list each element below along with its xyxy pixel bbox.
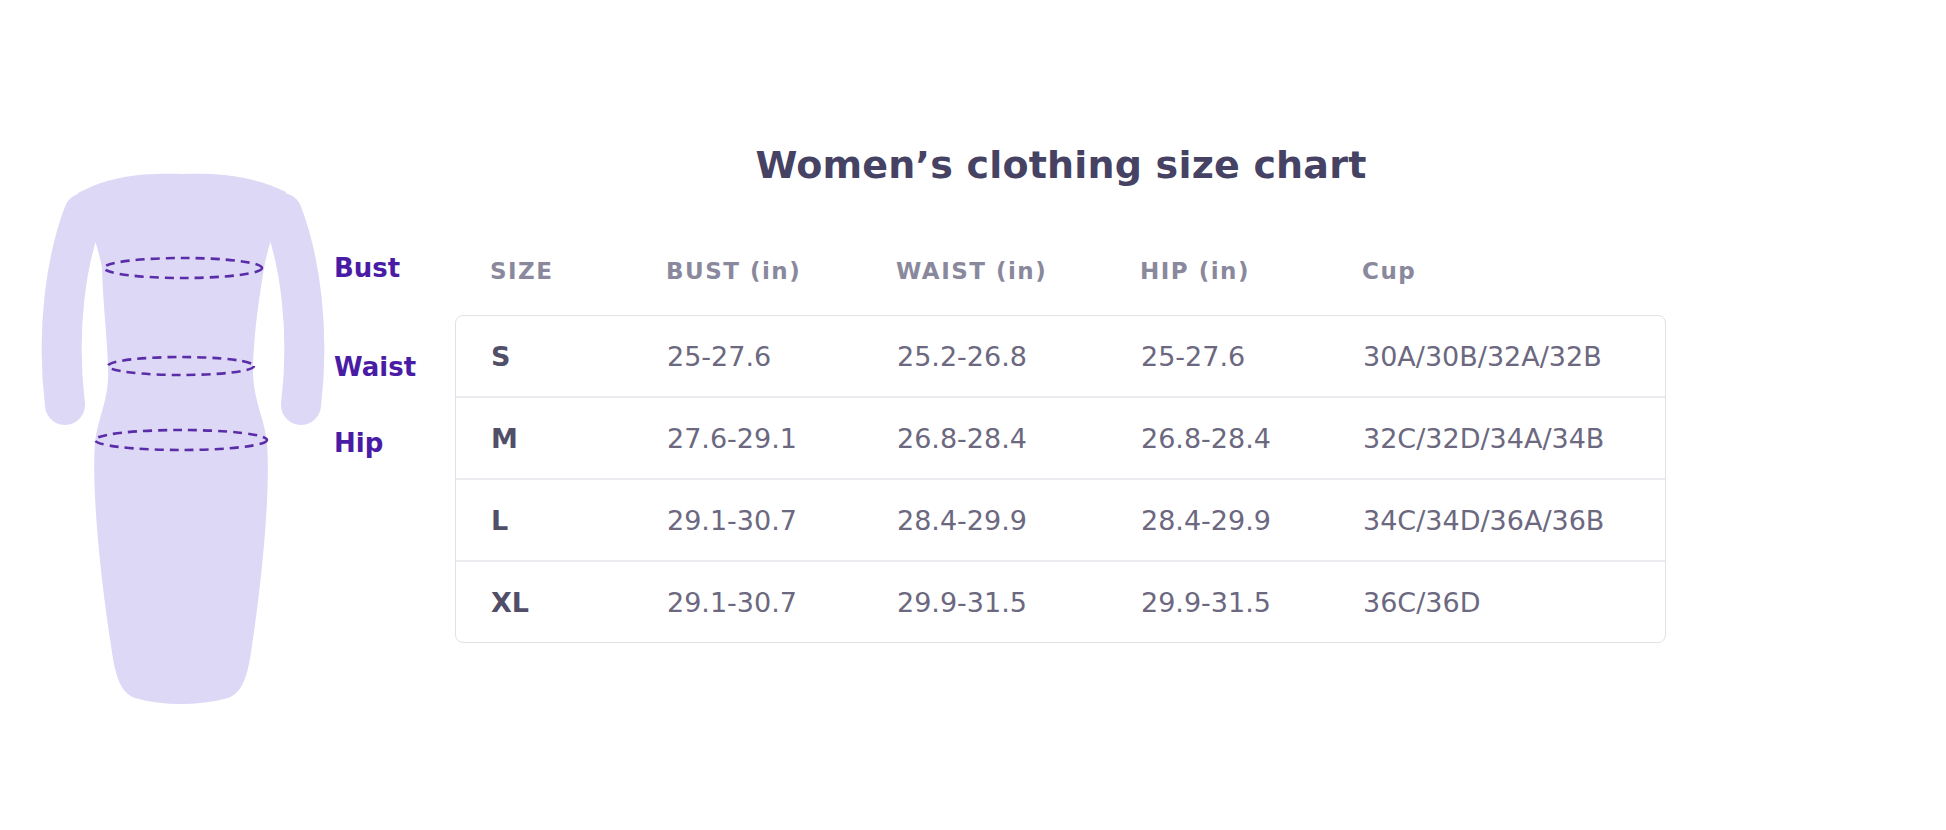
cell-cup: 32C/32D/34A/34B: [1363, 423, 1604, 454]
dress-illustration: [38, 165, 330, 715]
size-table: S 25-27.6 25.2-26.8 25-27.6 30A/30B/32A/…: [455, 315, 1666, 643]
cell-hip: 29.9-31.5: [1141, 587, 1271, 618]
hip-label: Hip: [334, 427, 383, 459]
cell-waist: 29.9-31.5: [897, 587, 1027, 618]
cell-hip: 28.4-29.9: [1141, 505, 1271, 536]
cell-waist: 28.4-29.9: [897, 505, 1027, 536]
dress-right-sleeve-icon: [282, 213, 304, 405]
column-header-cup: Cup: [1362, 254, 1416, 288]
cell-cup: 36C/36D: [1363, 587, 1480, 618]
dress-left-sleeve-icon: [62, 213, 84, 405]
column-header-size: SIZE: [490, 254, 554, 288]
size-chart-page: Bust Waist Hip Women’s clothing size cha…: [0, 0, 1946, 830]
cell-bust: 29.1-30.7: [667, 505, 797, 536]
column-header-hip: HIP (in): [1140, 254, 1250, 288]
table-header-row: SIZE BUST (in) WAIST (in) HIP (in) Cup: [455, 254, 1667, 288]
page-title: Women’s clothing size chart: [455, 140, 1667, 190]
cell-hip: 26.8-28.4: [1141, 423, 1271, 454]
table-row: S 25-27.6 25.2-26.8 25-27.6 30A/30B/32A/…: [456, 316, 1665, 396]
table-row: M 27.6-29.1 26.8-28.4 26.8-28.4 32C/32D/…: [456, 396, 1665, 478]
bust-label: Bust: [334, 252, 400, 284]
cell-hip: 25-27.6: [1141, 341, 1245, 372]
cell-waist: 25.2-26.8: [897, 341, 1027, 372]
cell-bust: 29.1-30.7: [667, 587, 797, 618]
table-row: L 29.1-30.7 28.4-29.9 28.4-29.9 34C/34D/…: [456, 478, 1665, 560]
cell-cup: 30A/30B/32A/32B: [1363, 341, 1602, 372]
cell-size: M: [491, 423, 518, 454]
dress-body-icon: [78, 174, 286, 704]
column-header-waist: WAIST (in): [896, 254, 1047, 288]
cell-bust: 27.6-29.1: [667, 423, 797, 454]
cell-size: XL: [491, 587, 529, 618]
cell-size: L: [491, 505, 508, 536]
cell-cup: 34C/34D/36A/36B: [1363, 505, 1604, 536]
cell-waist: 26.8-28.4: [897, 423, 1027, 454]
cell-size: S: [491, 341, 510, 372]
cell-bust: 25-27.6: [667, 341, 771, 372]
waist-label: Waist: [334, 351, 416, 383]
column-header-bust: BUST (in): [666, 254, 801, 288]
table-row: XL 29.1-30.7 29.9-31.5 29.9-31.5 36C/36D: [456, 560, 1665, 642]
